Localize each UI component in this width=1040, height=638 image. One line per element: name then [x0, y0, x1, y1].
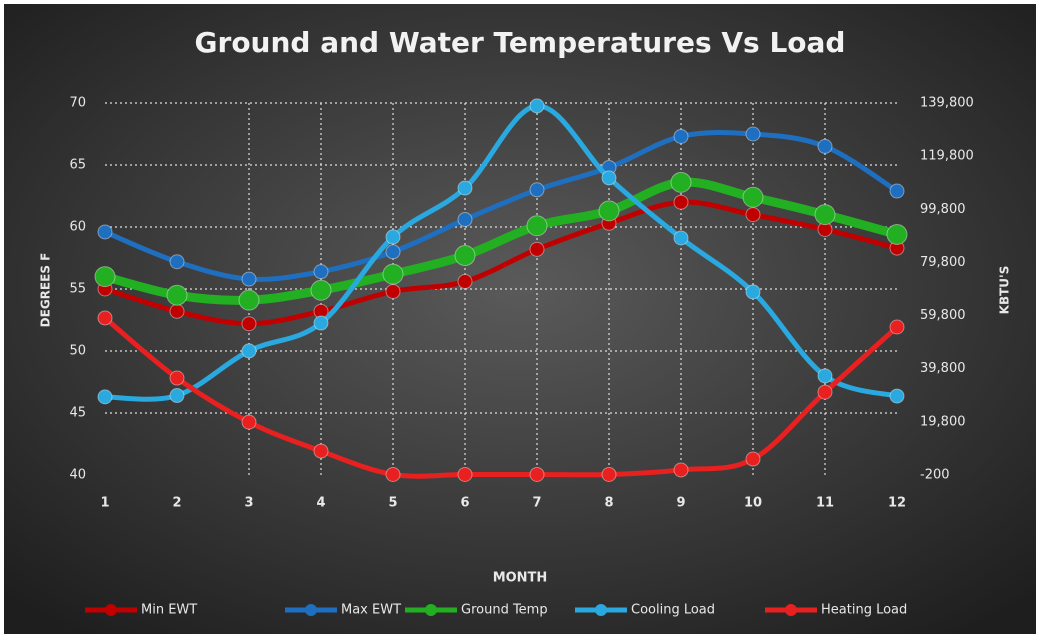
y2-tick-label: 59,800 [920, 308, 966, 323]
data-point [817, 384, 833, 400]
legend-marker [425, 604, 437, 616]
chart-title: Ground and Water Temperatures Vs Load [195, 26, 846, 59]
data-point [673, 194, 689, 210]
x-tick-label: 6 [460, 496, 469, 511]
y-tick-label: 50 [69, 344, 86, 359]
data-point [241, 414, 257, 430]
background [4, 4, 1036, 634]
data-point [313, 315, 329, 331]
data-point [745, 126, 761, 142]
y2-tick-label: 39,800 [920, 361, 966, 376]
data-point [889, 388, 905, 404]
data-point [601, 466, 617, 482]
y2-tick-label: 119,800 [920, 149, 974, 164]
data-point [310, 279, 332, 301]
x-axis-label: MONTH [493, 571, 548, 586]
data-point [817, 368, 833, 384]
data-point [97, 224, 113, 240]
y-tick-label: 40 [69, 468, 86, 483]
x-tick-label: 3 [244, 496, 253, 511]
data-point [457, 274, 473, 290]
y-tick-label: 55 [69, 282, 86, 297]
data-point [385, 466, 401, 482]
data-point [745, 284, 761, 300]
legend-marker [305, 604, 317, 616]
y-tick-label: 60 [69, 220, 86, 235]
data-point [385, 244, 401, 260]
data-point [673, 462, 689, 478]
data-point [742, 186, 764, 208]
data-point [529, 182, 545, 198]
data-point [670, 171, 692, 193]
y-tick-label: 65 [69, 158, 86, 173]
y-axis-label: DEGREES F [39, 253, 53, 328]
data-point [745, 207, 761, 223]
x-tick-label: 2 [172, 496, 181, 511]
data-point [238, 289, 260, 311]
data-point [673, 230, 689, 246]
data-point [457, 466, 473, 482]
x-tick-label: 9 [676, 496, 685, 511]
y2-tick-label: 99,800 [920, 202, 966, 217]
y2-tick-label: -200 [920, 468, 950, 483]
data-point [457, 212, 473, 228]
legend-label: Ground Temp [461, 603, 548, 618]
data-point [529, 98, 545, 114]
x-tick-label: 5 [388, 496, 397, 511]
data-point [598, 200, 620, 222]
legend-label: Cooling Load [631, 603, 715, 618]
data-point [454, 245, 476, 267]
x-tick-label: 4 [316, 496, 325, 511]
x-tick-label: 8 [604, 496, 613, 511]
x-tick-label: 11 [816, 496, 834, 511]
data-point [529, 241, 545, 257]
data-point [886, 223, 908, 245]
data-point [745, 451, 761, 467]
data-point [169, 388, 185, 404]
y2-tick-label: 139,800 [920, 96, 974, 111]
legend-label: Heating Load [821, 603, 907, 618]
data-point [97, 389, 113, 405]
data-point [241, 316, 257, 332]
data-point [814, 204, 836, 226]
data-point [382, 263, 404, 285]
x-tick-label: 7 [532, 496, 541, 511]
x-tick-label: 10 [744, 496, 762, 511]
data-point [169, 303, 185, 319]
legend-marker [785, 604, 797, 616]
y2-tick-label: 19,800 [920, 414, 966, 429]
data-point [889, 319, 905, 335]
data-point [601, 170, 617, 186]
legend-marker [595, 604, 607, 616]
x-tick-label: 12 [888, 496, 906, 511]
legend-marker [105, 604, 117, 616]
data-point [169, 370, 185, 386]
data-point [817, 138, 833, 154]
data-point [385, 229, 401, 245]
data-point [313, 443, 329, 459]
legend-label: Min EWT [141, 603, 197, 618]
data-point [526, 215, 548, 237]
data-point [97, 310, 113, 326]
y-tick-label: 45 [69, 406, 86, 421]
data-point [94, 266, 116, 288]
data-point [313, 264, 329, 280]
y-tick-label: 70 [69, 96, 86, 111]
data-point [241, 271, 257, 287]
data-point [169, 254, 185, 270]
x-tick-label: 1 [100, 496, 109, 511]
data-point [529, 466, 545, 482]
data-point [241, 343, 257, 359]
data-point [457, 180, 473, 196]
data-point [889, 183, 905, 199]
series-line [103, 316, 899, 479]
data-point [385, 283, 401, 299]
legend-label: Max EWT [341, 603, 401, 618]
y2-axis-label: KBTU'S [998, 266, 1012, 315]
y2-tick-label: 79,800 [920, 255, 966, 270]
data-point [673, 128, 689, 144]
data-point [166, 284, 188, 306]
